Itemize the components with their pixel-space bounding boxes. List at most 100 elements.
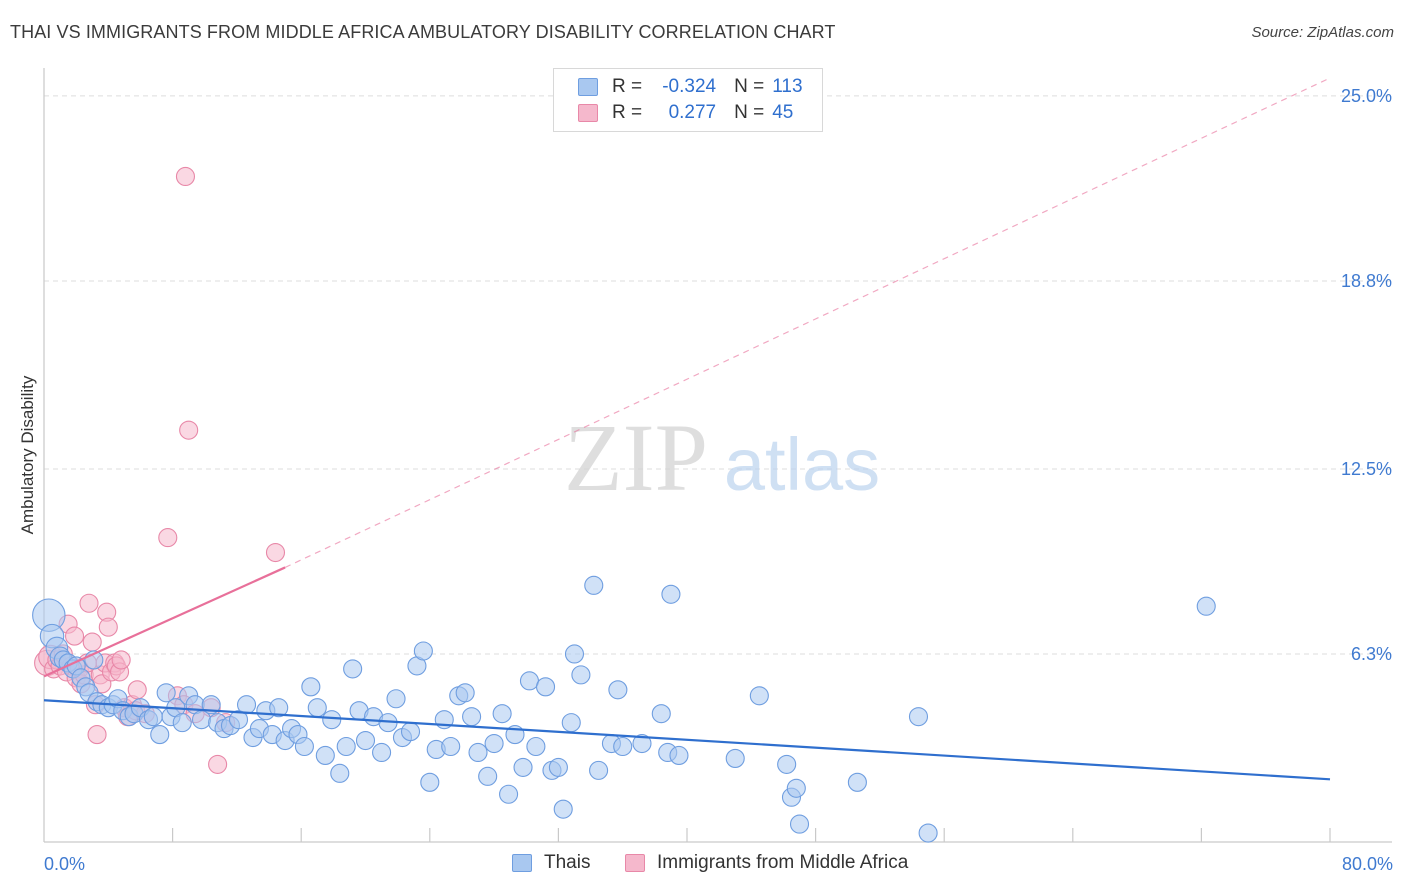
series-swatch-thai	[512, 854, 532, 872]
thai-point	[330, 763, 350, 783]
y-axis-label: Ambulatory Disability	[18, 375, 37, 535]
thai-point	[413, 641, 433, 661]
thai-point	[492, 704, 512, 724]
x-tick-label: 80.0%	[1342, 854, 1393, 874]
immigrants-points	[34, 166, 286, 774]
thai-point	[847, 772, 867, 792]
series-legend-thai[interactable]: Thais	[512, 852, 590, 874]
thai-point	[553, 799, 573, 819]
thai-point	[519, 671, 540, 691]
legend-swatch-thai	[578, 78, 598, 96]
thai-point	[526, 736, 546, 757]
thai-point	[651, 704, 671, 724]
thai-point	[613, 736, 633, 757]
legend-n-value: 113	[772, 76, 803, 97]
thai-point	[269, 698, 289, 718]
thai-point	[777, 754, 797, 774]
series-label-thai: Thais	[544, 852, 591, 873]
thai-point	[322, 710, 342, 730]
legend-row-immigrants: R = 0.277 N = 45	[578, 101, 793, 125]
thai-point	[608, 680, 628, 700]
thai-point	[589, 760, 609, 780]
immigrants-point	[87, 725, 107, 745]
series-swatch-immigrants	[625, 854, 645, 872]
legend-r-label: R =	[612, 76, 643, 97]
immigrants-point	[179, 420, 199, 440]
legend-n-label: N =	[734, 76, 765, 97]
thai-point	[294, 736, 314, 757]
thai-point	[584, 575, 604, 595]
thai-point	[307, 698, 327, 718]
immigrants-point	[175, 166, 196, 187]
y-tick-label: 25.0%	[1341, 86, 1392, 106]
legend-n-value: 45	[772, 102, 794, 123]
correlation-legend: R = -0.324 N = 113 R = 0.277 N = 45	[553, 68, 823, 132]
immigrants-point	[79, 593, 99, 613]
thai-point	[315, 745, 335, 766]
thai-point	[468, 742, 488, 763]
immigrants-trend-line	[43, 566, 286, 678]
thai-point	[156, 683, 176, 703]
immigrants-point	[98, 617, 118, 637]
thai-point	[236, 695, 257, 715]
source-label: Source: ZipAtlas.com	[1251, 24, 1394, 41]
legend-row-thai: R = -0.324 N = 113	[578, 75, 803, 99]
thai-points	[32, 575, 1216, 843]
axes	[43, 68, 1392, 843]
thai-point	[1196, 596, 1216, 616]
thai-point	[564, 644, 585, 664]
thai-point	[441, 736, 461, 757]
thai-point	[789, 814, 810, 834]
thai-point	[462, 707, 482, 727]
immigrants-point	[82, 632, 102, 652]
y-tick-label: 6.3%	[1351, 644, 1392, 664]
thai-point	[661, 584, 681, 604]
legend-r-value: -0.324	[662, 76, 717, 97]
x-tick-label: 0.0%	[44, 854, 85, 874]
thai-trend-line	[43, 699, 1331, 781]
series-legend: Thais Immigrants from Middle Africa	[0, 852, 1406, 876]
legend-n-label: N =	[734, 102, 765, 123]
tick-labels: 6.3% 12.5% 18.8% 25.0% 0.0% 80.0%	[44, 86, 1393, 874]
thai-point	[343, 659, 363, 679]
legend-swatch-immigrants	[578, 104, 598, 122]
thai-point	[561, 713, 581, 733]
thai-point	[632, 733, 652, 754]
thai-point	[499, 784, 519, 804]
watermark-atlas: atlas	[724, 423, 880, 506]
immigrants-point	[127, 680, 147, 700]
y-tick-label: 18.8%	[1341, 271, 1392, 291]
thai-point	[172, 713, 192, 733]
thai-point	[918, 823, 938, 843]
immigrants-point	[265, 542, 286, 563]
thai-point	[669, 745, 689, 766]
immigrants-point	[64, 626, 85, 646]
thai-point	[908, 707, 929, 727]
thai-point	[143, 707, 163, 727]
legend-r-value: 0.277	[668, 102, 717, 123]
watermark-zip: ZIP	[564, 404, 708, 511]
immigrants-point	[158, 528, 178, 548]
thai-point	[150, 725, 170, 745]
thai-point	[455, 683, 475, 703]
series-label-immigrants: Immigrants from Middle Africa	[657, 852, 909, 873]
legend-r-label: R =	[612, 102, 643, 123]
thai-point	[786, 778, 806, 798]
thai-point	[400, 722, 421, 742]
thai-point	[478, 766, 498, 786]
thai-point	[372, 742, 392, 763]
thai-point	[535, 677, 556, 697]
gridlines	[44, 95, 1392, 655]
immigrants-point	[111, 650, 131, 670]
thai-point	[336, 736, 356, 757]
thai-point	[228, 710, 249, 730]
thai-point	[571, 665, 591, 685]
thai-point	[355, 730, 376, 751]
series-legend-immigrants[interactable]: Immigrants from Middle Africa	[625, 852, 908, 874]
thai-point	[513, 757, 533, 777]
y-tick-label: 12.5%	[1341, 459, 1392, 479]
trend-lines	[43, 77, 1331, 781]
thai-point	[548, 757, 568, 777]
thai-point	[484, 733, 504, 754]
